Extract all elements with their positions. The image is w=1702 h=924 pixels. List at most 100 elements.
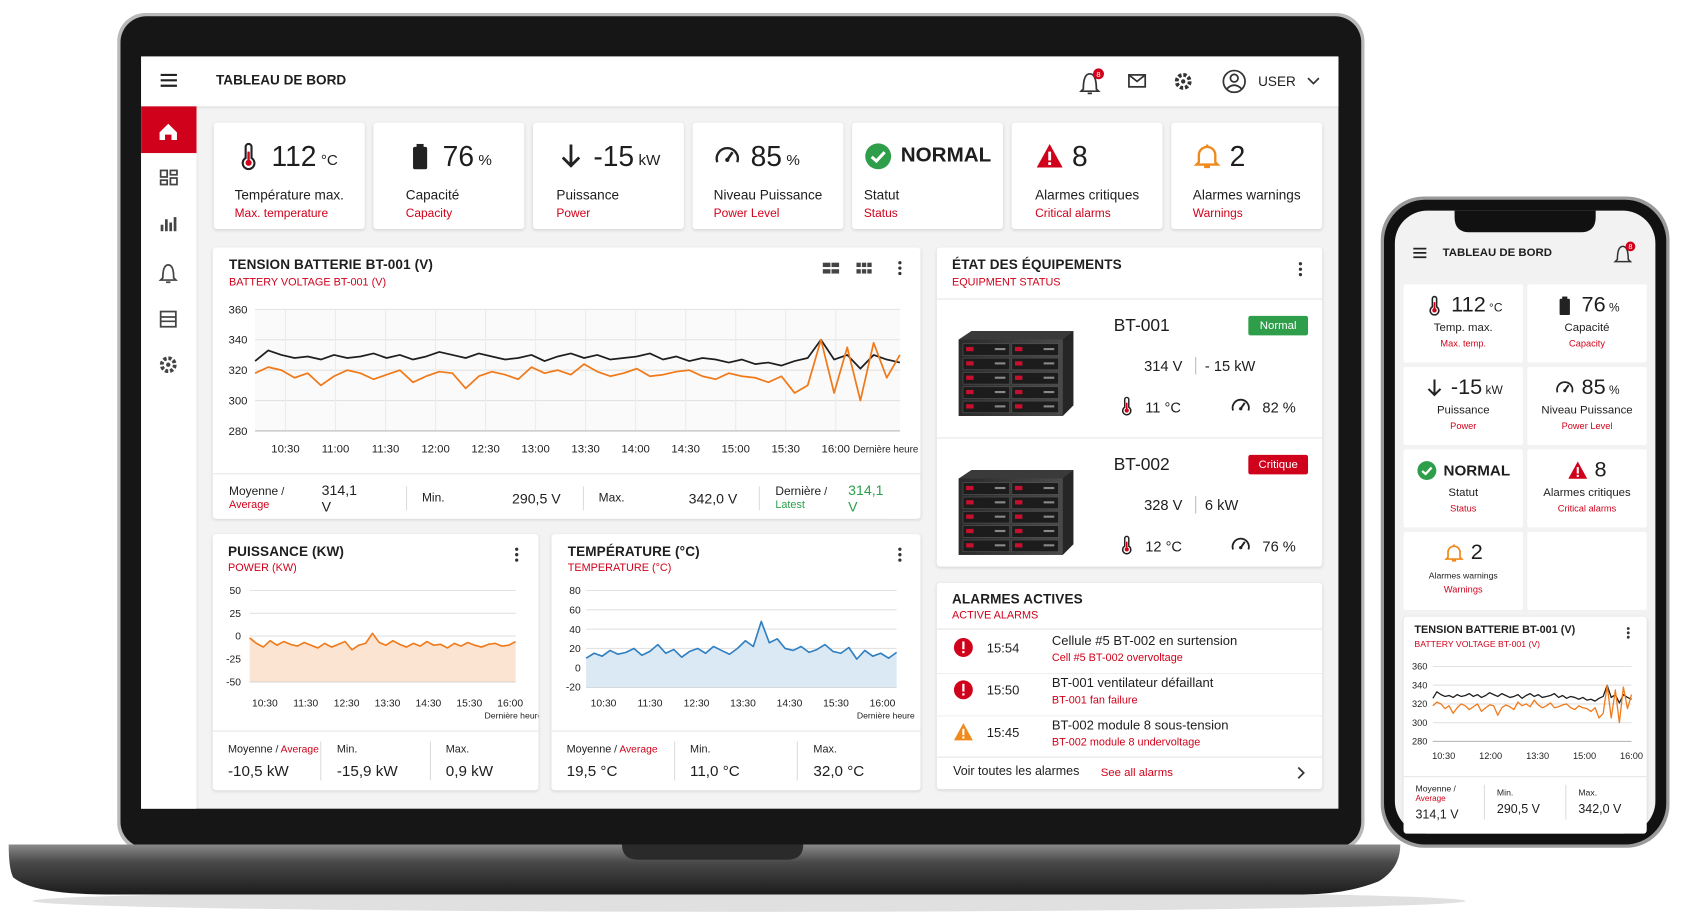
stat-label: MoyenneAverage (229, 485, 322, 511)
icon-part (164, 219, 168, 232)
card-title: TENSION BATTERIE BT-001 (V) (229, 257, 434, 273)
user-menu-chevron[interactable] (1307, 77, 1320, 85)
view-grid[interactable] (856, 262, 872, 274)
card-subtitle: BATTERY VOLTAGE BT-001 (V) (229, 276, 387, 289)
icon (958, 469, 1074, 555)
equipment-name: BT-001 (1113, 316, 1170, 336)
kpi-unit: °C (320, 150, 338, 169)
kpi-icon (1554, 295, 1575, 316)
y-tick-label: 280 (1412, 737, 1427, 747)
menu-button[interactable] (1413, 247, 1427, 259)
x-tick-label: 16:00 (822, 444, 850, 456)
icon-part (1043, 348, 1055, 351)
icon-part (962, 728, 965, 736)
stat-value: -15,9 kW (336, 761, 398, 779)
kpi-content: 8 Alarmes critiques Critical alarms (1035, 123, 1139, 229)
icon-part (1043, 362, 1055, 365)
icon-part (856, 269, 861, 274)
icon (1429, 295, 1440, 316)
kpi-card: 2 Alarmes warnings Warnings (1171, 122, 1323, 230)
card-title: TEMPÉRATURE (°C) (567, 543, 700, 560)
kpi-label: Capacité (1564, 321, 1610, 335)
separator (582, 486, 584, 511)
kpi-icon (714, 142, 742, 170)
divider (936, 437, 1323, 439)
alarm-subtext: BT-001 fan failure (1051, 694, 1138, 707)
stat-label: Min. (690, 743, 797, 755)
storage-icon[interactable] (159, 310, 177, 328)
see-all-link-en[interactable]: See all alarms (1100, 766, 1173, 780)
temperature-icon (1117, 396, 1137, 416)
alarm-icon[interactable] (158, 263, 178, 284)
stat-label-en: Average (611, 743, 657, 755)
card-menu[interactable] (1624, 626, 1633, 641)
kpi-unit: kW (638, 150, 661, 169)
icon-part (159, 310, 177, 328)
see-all-link[interactable]: Voir toutes les alarmes (953, 765, 1080, 779)
kpi-icon (1193, 142, 1221, 170)
card-subtitle: EQUIPMENT STATUS (951, 276, 1061, 289)
icon-part (962, 736, 965, 739)
y-tick-label: -50 (226, 677, 241, 688)
kpi-value-row: 112 °C (1424, 293, 1502, 317)
user-avatar[interactable] (1222, 69, 1246, 94)
y-tick-label: 340 (229, 335, 248, 347)
card-menu[interactable] (1296, 262, 1305, 279)
chevron-right[interactable] (1295, 765, 1308, 780)
stat: DernièreLatest314,1 V (775, 482, 920, 515)
view-list[interactable] (822, 262, 840, 274)
settings-button[interactable] (1174, 72, 1192, 90)
kpi-unit: kW (1485, 383, 1503, 397)
kpi-sublabel: Capacity (1569, 337, 1605, 349)
x-tick-label: 13:00 (521, 444, 549, 456)
stat-label: MoyenneAverage (228, 743, 321, 755)
x-tick-label: 16:00 (1620, 751, 1643, 761)
icon-part (1011, 525, 1059, 538)
stat-value: 290,5 V (511, 490, 561, 507)
icon-part (1231, 398, 1250, 411)
icon-part (962, 372, 1010, 385)
x-axis-note: Dernière heure (485, 711, 539, 721)
kpi-icon (1416, 460, 1437, 481)
y-tick-label: -20 (566, 683, 581, 694)
icon-part (822, 269, 831, 274)
mail-button[interactable] (1128, 74, 1147, 88)
icon-part (994, 501, 1006, 504)
laptop-notch (621, 844, 804, 860)
icon-part (966, 346, 974, 352)
icon (1444, 543, 1464, 562)
menu-button[interactable] (160, 73, 177, 87)
card-menu[interactable] (896, 547, 905, 564)
bell-button[interactable]: 8 (1079, 68, 1104, 95)
icon-part (515, 553, 519, 557)
user-name[interactable]: USER (1258, 73, 1296, 90)
icon-part (1014, 514, 1023, 519)
x-tick-label: 11:30 (372, 444, 400, 456)
icon (1556, 380, 1574, 393)
line (1432, 684, 1632, 704)
kpi-label: Statut (863, 187, 900, 203)
icon-part (416, 143, 424, 148)
grid-icon[interactable] (159, 169, 178, 186)
home-icon[interactable] (159, 123, 177, 141)
icon-part (1297, 766, 1305, 779)
kpi-icon (1424, 295, 1445, 316)
icon-part (1043, 405, 1055, 408)
phone-kpi-card: NORMAL Statut Status (1403, 449, 1523, 528)
chart-icon[interactable] (160, 217, 177, 232)
card-menu[interactable] (512, 547, 521, 564)
icon-part (966, 500, 974, 505)
y-tick-label: 340 (1412, 680, 1427, 690)
icon-part (1128, 74, 1147, 88)
icon-part (169, 222, 173, 232)
icon-part (966, 389, 974, 395)
alarm-icon (953, 722, 974, 743)
icon-part (1193, 144, 1221, 169)
x-tick-label: 12:00 (421, 444, 449, 456)
bell-button[interactable]: 8 (1613, 241, 1636, 263)
stat: MoyenneAverage 19,5 °C (551, 743, 673, 779)
card-menu[interactable] (898, 261, 902, 276)
stat-value: 314,1 V (1415, 808, 1459, 822)
settings-icon[interactable] (159, 356, 177, 374)
